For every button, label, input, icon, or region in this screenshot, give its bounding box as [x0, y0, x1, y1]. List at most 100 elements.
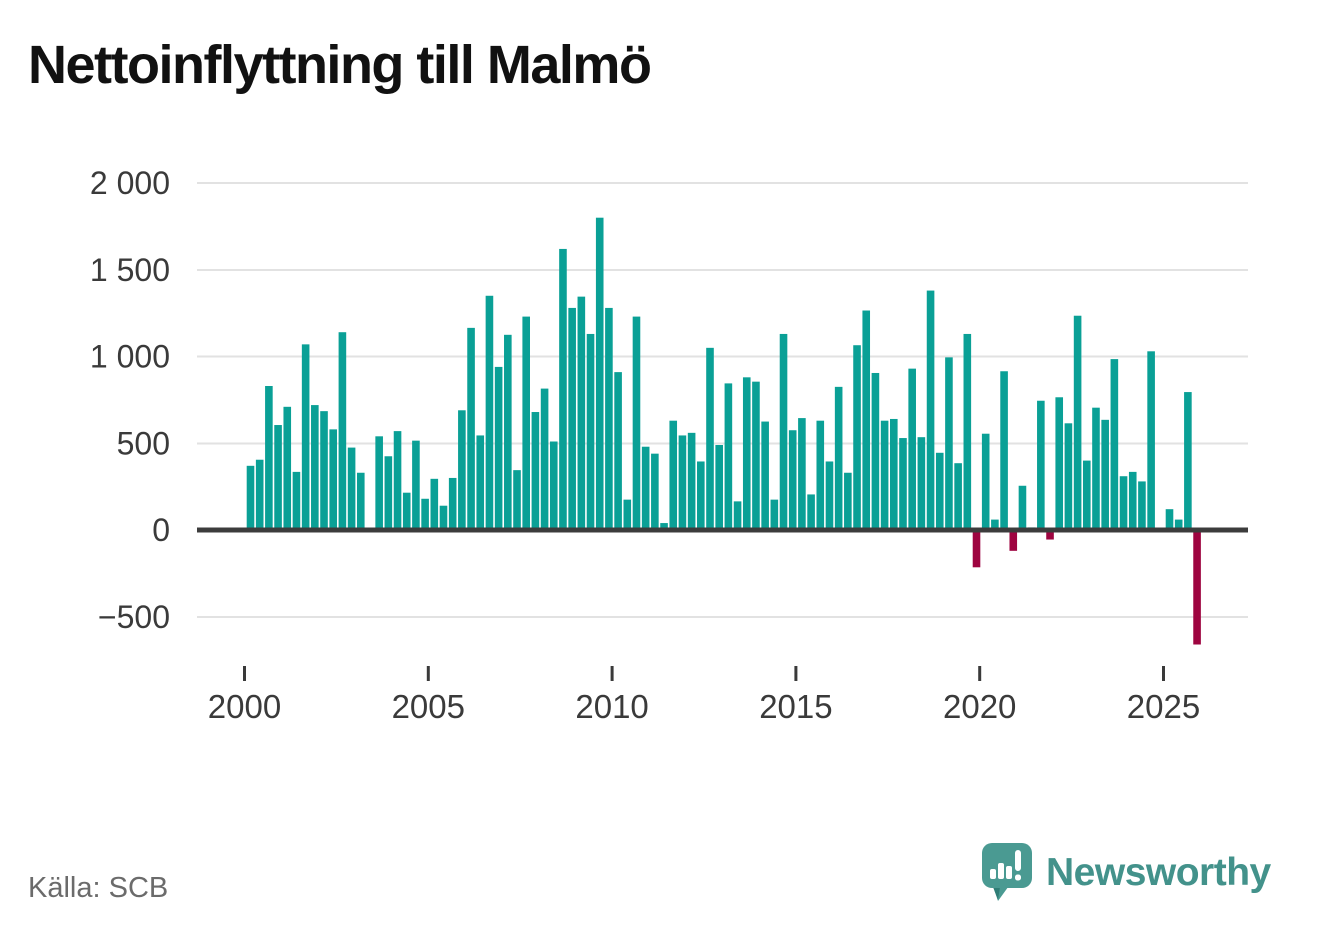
bar-2002-Q2 [329, 429, 338, 530]
x-tick-label-2005: 2005 [392, 688, 465, 725]
bar-2019-Q2 [954, 463, 962, 530]
bar-2025-Q4 [1193, 530, 1201, 645]
x-tick-label-2020: 2020 [943, 688, 1016, 725]
y-tick-label-2000: 2 000 [90, 165, 170, 201]
bar-2022-Q3 [1073, 315, 1082, 530]
newsworthy-branding: Newsworthy [982, 843, 1271, 903]
bar-2023-Q1 [1092, 407, 1100, 530]
bar-2018-Q2 [917, 437, 926, 530]
y-tick-label-1000: 1 000 [90, 339, 170, 375]
bar-2023-Q3 [1110, 359, 1119, 530]
bar-2017-Q2 [880, 420, 889, 530]
bar-2004-Q2 [402, 492, 411, 530]
bar-2008-Q2 [549, 441, 558, 530]
bar-2018-Q3 [926, 290, 935, 530]
bar-2015-Q3 [816, 420, 825, 530]
bar-2007-Q4 [531, 412, 540, 530]
page-title: Nettoinflyttning till Malmö [28, 35, 652, 95]
bar-2018-Q1 [908, 368, 916, 530]
bar-2014-Q1 [761, 421, 769, 530]
bar-2008-Q1 [540, 388, 549, 530]
bar-2016-Q1 [834, 386, 843, 530]
bar-2006-Q3 [485, 295, 494, 530]
bar-2025-Q1 [1165, 509, 1174, 530]
gridlines-layer [197, 182, 1248, 618]
bar-2005-Q1 [430, 478, 439, 530]
bar-2006-Q4 [494, 366, 503, 530]
newsworthy-wordmark: Newsworthy [1046, 851, 1271, 894]
bar-2011-Q1 [651, 453, 659, 530]
x-tick-label-2000: 2000 [208, 688, 281, 725]
bar-2010-Q3 [632, 316, 641, 530]
bar-2021-Q1 [1018, 485, 1027, 530]
bar-2000-Q1 [246, 465, 255, 530]
x-tick-label-2025: 2025 [1127, 688, 1200, 725]
bar-2022-Q2 [1064, 423, 1073, 530]
bar-2017-Q3 [890, 418, 898, 530]
bar-2015-Q1 [798, 418, 806, 530]
bar-2020-Q4 [1009, 530, 1018, 551]
source-note: Källa: SCB [28, 872, 169, 904]
bar-2013-Q2 [733, 501, 742, 530]
bar-2006-Q2 [476, 435, 485, 530]
bar-2012-Q2 [697, 461, 705, 530]
bar-2014-Q2 [770, 499, 779, 530]
bar-2003-Q3 [375, 436, 383, 530]
bar-2000-Q2 [255, 459, 264, 530]
bar-2008-Q3 [559, 248, 567, 530]
y-tick-label-500: 500 [117, 425, 170, 461]
bar-2001-Q1 [283, 406, 292, 530]
bar-2017-Q1 [871, 372, 880, 530]
bar-2022-Q4 [1082, 460, 1091, 530]
bar-2013-Q4 [752, 381, 760, 530]
bar-2012-Q4 [715, 444, 723, 531]
bar-2019-Q3 [963, 333, 972, 530]
bar-2021-Q4 [1046, 530, 1054, 540]
bar-2009-Q4 [605, 307, 613, 530]
bar-2009-Q3 [595, 217, 604, 530]
bar-2006-Q1 [467, 327, 475, 530]
bar-2017-Q4 [899, 438, 907, 530]
bar-2005-Q4 [458, 410, 466, 530]
bar-2013-Q3 [742, 377, 751, 530]
bar-2015-Q4 [825, 461, 834, 530]
bar-2002-Q3 [338, 332, 347, 530]
bar-2012-Q1 [687, 432, 696, 530]
bar-2011-Q4 [678, 435, 687, 530]
bar-2025-Q2 [1174, 519, 1183, 530]
bar-2014-Q4 [788, 430, 797, 530]
bar-2015-Q2 [807, 494, 815, 530]
bar-2018-Q4 [935, 452, 944, 530]
x-axis-ticks-and-labels: 2000 2005 2010 2015 2020 2025 [208, 666, 1200, 725]
y-tick-label-0: 0 [152, 512, 170, 548]
y-tick-label-1500: 1 500 [90, 252, 170, 288]
bar-2014-Q3 [779, 333, 788, 530]
bar-2000-Q4 [274, 425, 282, 530]
bar-2023-Q4 [1119, 476, 1128, 530]
bar-2005-Q3 [448, 477, 457, 530]
bar-2004-Q3 [412, 440, 420, 530]
newsworthy-speech-bubble-bar-chart-icon [982, 843, 1032, 901]
bar-2002-Q1 [320, 411, 328, 530]
bar-2016-Q4 [862, 310, 871, 530]
bar-2001-Q3 [301, 344, 310, 530]
bar-2003-Q4 [384, 456, 393, 530]
bar-2005-Q2 [439, 505, 448, 530]
bar-2021-Q3 [1037, 400, 1045, 530]
bar-2024-Q1 [1128, 471, 1137, 530]
bar-2007-Q2 [513, 470, 521, 530]
bar-2008-Q4 [568, 307, 576, 530]
bar-2001-Q2 [292, 471, 301, 530]
bar-2000-Q3 [265, 386, 273, 530]
x-tick-label-2015: 2015 [759, 688, 832, 725]
bar-2009-Q1 [577, 296, 586, 530]
bar-2024-Q2 [1138, 481, 1146, 530]
bar-2025-Q3 [1184, 392, 1192, 530]
y-axis-labels: 2 000 1 500 1 000 500 0 −500 [90, 165, 170, 635]
bar-2007-Q3 [522, 316, 530, 530]
bar-2009-Q2 [586, 333, 595, 530]
bar-2023-Q2 [1101, 419, 1109, 530]
bar-2016-Q3 [853, 345, 861, 530]
